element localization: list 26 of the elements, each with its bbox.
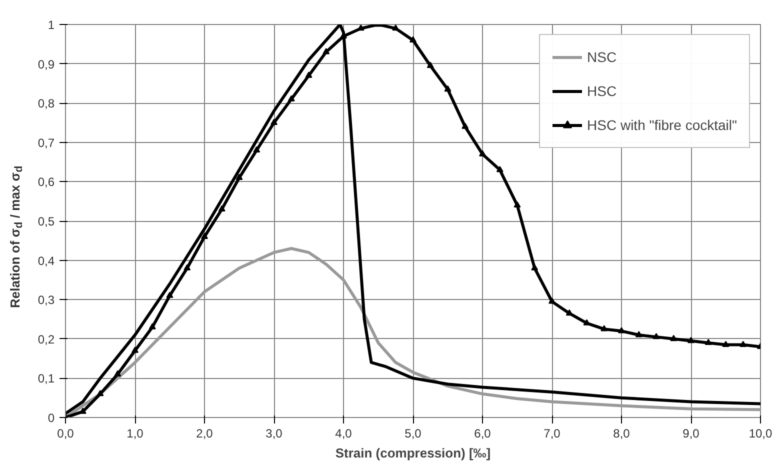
- y-tick-label: 1: [48, 18, 55, 32]
- x-tick-label: 4,0: [335, 426, 352, 440]
- y-tick-label: 0,3: [38, 293, 55, 308]
- x-tick-label: 0,0: [57, 426, 74, 440]
- y-tick-label: 0: [48, 411, 55, 425]
- x-tick-label: 7,0: [544, 426, 561, 440]
- x-tick-label: 3,0: [266, 426, 283, 440]
- x-tick-label: 10,0: [748, 426, 773, 440]
- y-tick-label: 0,7: [38, 136, 55, 150]
- y-tick-label: 0,5: [38, 214, 55, 228]
- legend-label: NSC: [587, 49, 617, 65]
- legend-label: HSC: [587, 83, 617, 99]
- y-tick-label: 0,1: [38, 372, 55, 386]
- x-tick-label: 6,0: [474, 426, 492, 440]
- x-tick-label: 9,0: [682, 426, 700, 440]
- y-tick-label: 0,4: [38, 254, 55, 268]
- legend-label: HSC with "fibre cocktail": [587, 117, 737, 133]
- x-tick-label: 1,0: [126, 426, 144, 440]
- y-tick-label: 0,8: [38, 96, 55, 111]
- x-axis-title: Strain (compression) [‰]: [335, 446, 491, 460]
- y-tick-label: 0,9: [38, 57, 55, 72]
- x-tick-label: 2,0: [196, 426, 214, 440]
- y-tick-label: 0,6: [38, 175, 55, 190]
- x-tick-label: 5,0: [404, 426, 422, 440]
- x-tick-label: 8,0: [613, 426, 630, 440]
- y-tick-label: 0,2: [38, 332, 55, 346]
